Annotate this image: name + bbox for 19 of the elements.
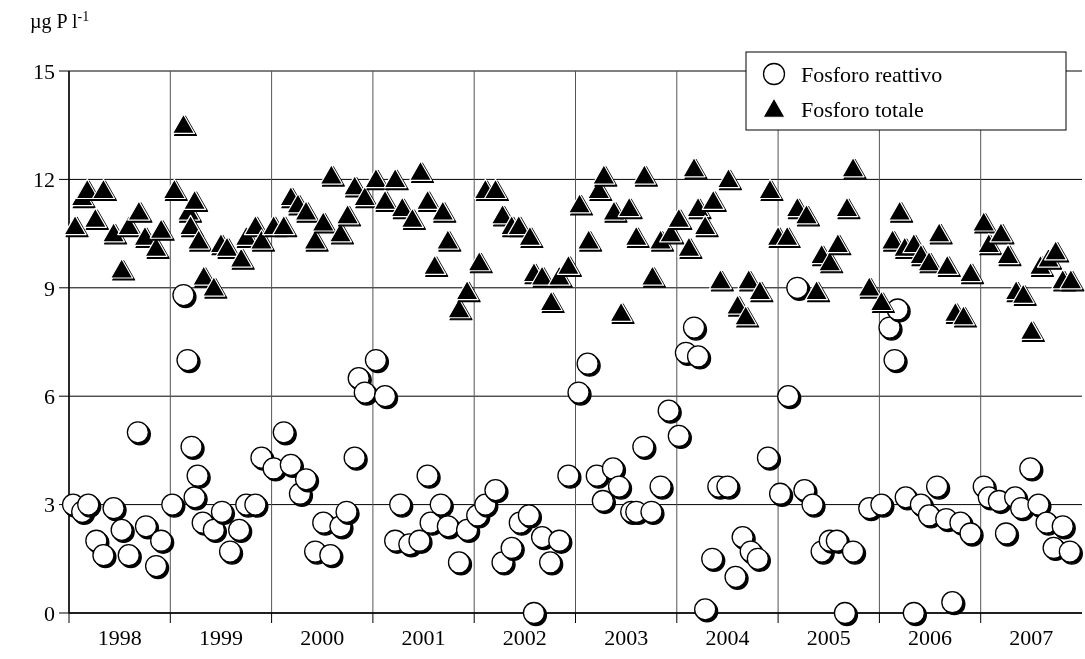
y-axis-title: µg P l$^{-1}$ — [30, 8, 90, 33]
x-tick-label: 2007 — [1009, 625, 1054, 650]
x-tick-label: 2004 — [705, 625, 750, 650]
y-tick-label: 3 — [44, 492, 55, 518]
x-tick-label: 2003 — [604, 625, 649, 650]
legend-label: Fosforo reattivo — [801, 61, 943, 87]
y-tick-label: 6 — [44, 383, 55, 409]
x-tick-label: 2006 — [908, 625, 953, 650]
x-tick-label: 2005 — [806, 625, 851, 650]
legend-label: Fosforo totale — [801, 96, 924, 122]
x-tick-label: 1999 — [198, 625, 243, 650]
y-tick-label: 0 — [44, 600, 55, 626]
y-tick-label: 12 — [33, 167, 55, 193]
y-tick-label: 9 — [44, 275, 55, 301]
x-tick-label: 2001 — [401, 625, 446, 650]
x-tick-label: 1998 — [97, 625, 142, 650]
y-tick-label: 15 — [33, 58, 55, 84]
x-tick-label: 2000 — [300, 625, 345, 650]
x-tick-label: 2002 — [502, 625, 547, 650]
